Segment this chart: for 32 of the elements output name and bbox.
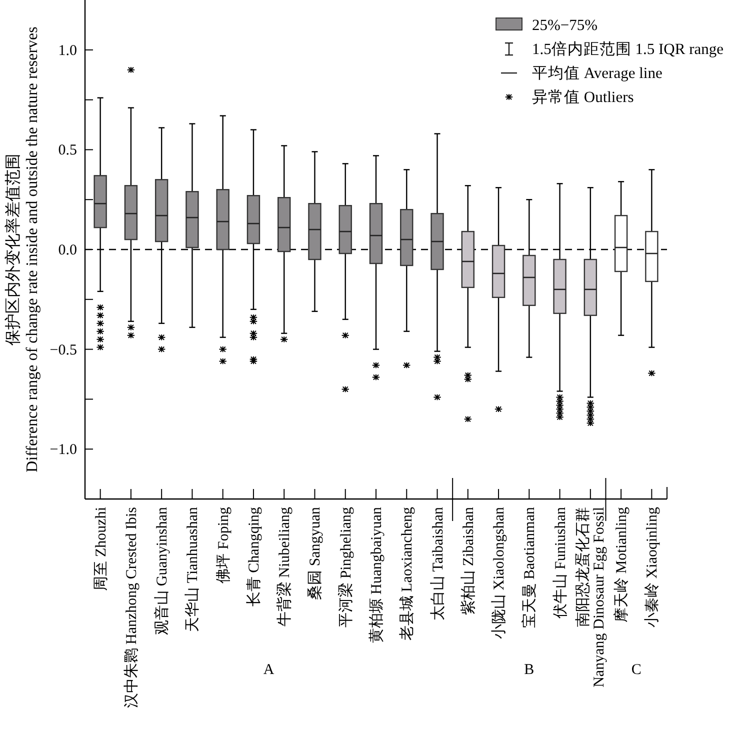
x-tick-label: 佛坪 Foping xyxy=(214,506,232,584)
x-tick-label: 观音山 Guanyinshan xyxy=(154,506,171,635)
x-tick-label: 伏牛山 Funiushan xyxy=(552,506,569,618)
y-axis-title: 保护区内外变化率差值范围 Difference range of change rate inside and outside the nature reserves xyxy=(4,26,41,472)
x-tick-label: 宝天曼 Baotianman xyxy=(521,506,538,628)
annotation: 25%−75% xyxy=(532,17,598,34)
x-tick-label: 桑园 Sangyuan xyxy=(308,506,324,600)
y-tick-label: 0.5 xyxy=(58,142,77,159)
annotation: 1.5倍内距范围 1.5 IQR range xyxy=(532,40,724,58)
x-tick-label: 汉中朱鹮 Hanzhong Crested Ibis xyxy=(122,506,140,708)
text: B xyxy=(524,662,534,678)
x-tick-label: 老县城 Laoxiancheng xyxy=(398,506,416,641)
x-tick-label: 平河梁 Pingheliang xyxy=(337,506,354,628)
x-tick-label: 牛背梁 Niubeiliang xyxy=(276,506,294,627)
x-tick-label: 南阳恐龙蛋化石群 Nanyang Dinosaur Egg Fossil xyxy=(574,507,608,688)
x-tick-label: 周至 Zhouzhi xyxy=(93,507,110,591)
x-tick-label: 小秦岭 Xiaoqinling xyxy=(644,506,661,628)
y-tick-label: 0.0 xyxy=(58,242,77,258)
annotation: 异常值 Outliers xyxy=(532,88,634,106)
x-tick-label: 天华山 Tianhuashan xyxy=(184,506,202,632)
annotation: 平均值 Average line xyxy=(532,65,662,82)
x-tick-label: 摩天岭 Motianling xyxy=(613,506,630,622)
text: A xyxy=(263,662,274,678)
y-tick-label: 1.0 xyxy=(58,42,77,59)
x-tick-label: 紫柏山 Zibaishan xyxy=(460,506,477,615)
x-tick-label: 小陇山 Xiaolongshan xyxy=(490,506,508,640)
x-tick-label: 太白山 Taibaishan xyxy=(429,506,446,621)
y-tick-label: −0.5 xyxy=(50,342,77,358)
x-tick-label: 长青 Changqing xyxy=(245,506,262,607)
x-tick-label: 黄柏塬 Huangbaiyuan xyxy=(368,506,385,644)
y-tick-label: −1.0 xyxy=(50,442,77,458)
text: C xyxy=(631,662,642,678)
